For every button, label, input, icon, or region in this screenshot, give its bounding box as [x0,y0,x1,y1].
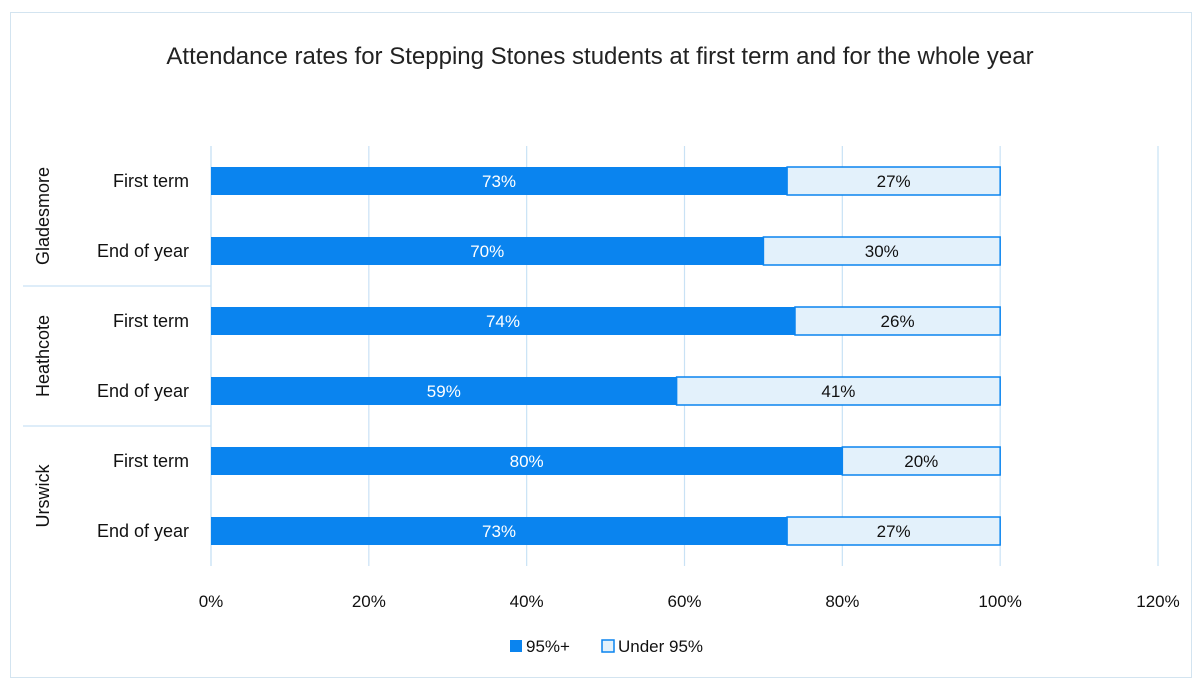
category-label: End of year [97,241,189,261]
bar-over-95 [211,307,795,335]
bar-under-95 [794,306,1001,336]
chart-frame [10,12,1192,678]
category-label: End of year [97,521,189,541]
legend-label: 95%+ [526,637,570,656]
data-label: 73% [482,172,516,191]
x-tick-label: 80% [825,592,859,611]
legend: 95%+ Under 95% [510,637,703,656]
group-label-urswick: Urswick [33,464,53,528]
bar-under-95 [762,236,1001,266]
x-tick-label: 100% [978,592,1021,611]
group-label-heathcote: Heathcote [33,315,53,397]
bar-under-95 [841,446,1001,476]
data-label: 80% [510,452,544,471]
category-label: First term [113,171,189,191]
data-label: 41% [821,382,855,401]
bars: 73% 27% 70% 30% 74% 26% 59% 41% 80% 20% 73% 27% [211,166,1001,546]
group-label-gladesmore: Gladesmore [33,167,53,265]
data-label: 30% [865,242,899,261]
bar-over-95 [211,377,677,405]
legend-label: Under 95% [618,637,703,656]
bar-under-95 [786,166,1001,196]
data-label: 74% [486,312,520,331]
category-label: End of year [97,381,189,401]
bar-over-95 [211,237,764,265]
x-tick-label: 0% [199,592,224,611]
grid-lines [210,146,1159,566]
data-label: 27% [877,522,911,541]
data-label: 20% [904,452,938,471]
data-label: 73% [482,522,516,541]
data-label: 59% [427,382,461,401]
chart-title: Attendance rates for Stepping Stones stu… [166,43,1034,70]
bar-over-95 [211,447,843,475]
x-tick-label: 20% [352,592,386,611]
x-tick-label: 40% [510,592,544,611]
legend-swatch-over-95 [510,640,522,652]
x-axis-ticks: 0% 20% 40% 60% 80% 100% 120% [199,592,1180,611]
legend-swatch-under-95 [601,639,615,653]
data-label: 26% [881,312,915,331]
category-label: First term [113,311,189,331]
bar-under-95 [786,516,1001,546]
bar-over-95 [211,517,788,545]
x-tick-label: 60% [667,592,701,611]
data-label: 70% [470,242,504,261]
bar-over-95 [211,167,788,195]
x-tick-label: 120% [1136,592,1179,611]
category-axis: Gladesmore First term End of year Heathcote… [23,146,212,566]
data-label: 27% [877,172,911,191]
category-label: First term [113,451,189,471]
bar-under-95 [675,376,1001,406]
